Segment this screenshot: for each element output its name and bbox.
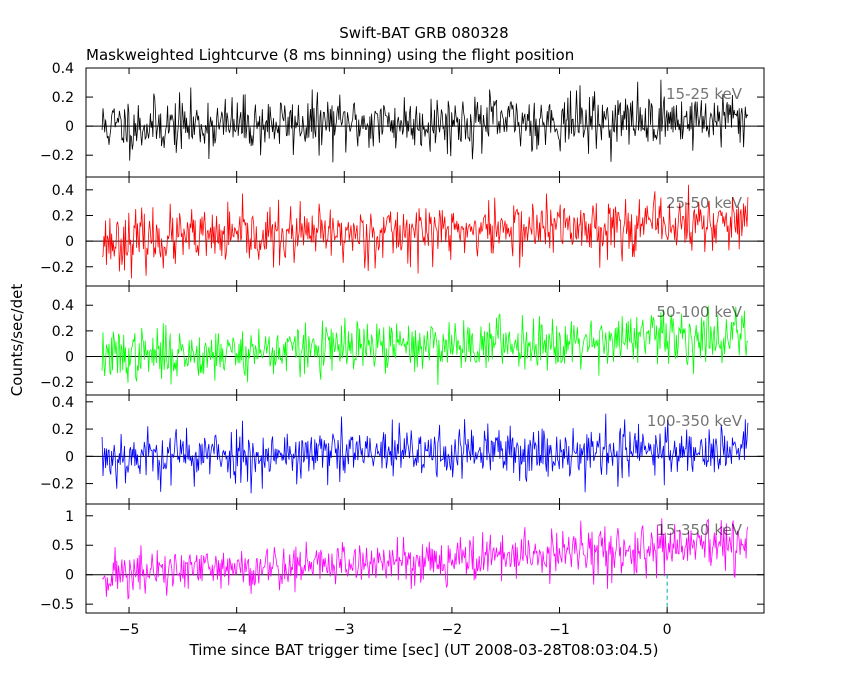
y-tick-label: 0: [65, 449, 74, 465]
series-trace-5: [101, 518, 749, 600]
y-tick-label: 0.2: [52, 422, 74, 438]
x-tick-label: −2: [442, 622, 463, 638]
y-tick-label: 0.4: [52, 183, 74, 199]
band-label: 15-25 keV: [666, 85, 743, 103]
series-trace-4: [101, 413, 749, 494]
panel-4: 100-350 keV −0.2 0 0.2 0.4: [40, 394, 765, 505]
y-tick-label: −0.2: [40, 260, 74, 276]
y-tick-label: −0.2: [40, 375, 74, 391]
y-tick-label: 0.4: [52, 298, 74, 314]
y-tick-label: 0.5: [52, 538, 74, 554]
y-tick-label: 0: [65, 350, 74, 366]
y-tick-label: −0.2: [40, 148, 74, 164]
y-tick-label: 0.4: [52, 395, 74, 411]
y-tick-label: −0.2: [40, 477, 74, 493]
y-tick-label: 0.4: [52, 61, 74, 77]
y-tick-label: 0: [65, 119, 74, 135]
y-tick-label: 0: [65, 234, 74, 250]
panel-frame: [85, 503, 765, 614]
series-trace-1: [101, 79, 749, 163]
y-tick-label: −0.5: [40, 597, 74, 613]
panel-3: 50-100 keV −0.2 0 0.2 0.4: [40, 285, 765, 396]
x-tick-label: −4: [226, 622, 247, 638]
band-label: 100-350 keV: [647, 412, 743, 430]
x-tick-label: −1: [549, 622, 570, 638]
y-tick-label: 0.2: [52, 208, 74, 224]
y-tick-label: 1: [65, 509, 74, 525]
panel-2: 25-50 keV −0.2 0 0.2 0.4: [40, 176, 765, 287]
panel-1: 15-25 keV −0.2 0 0.2 0.4: [40, 61, 765, 178]
x-tick-label: −5: [119, 622, 140, 638]
x-tick-label: −3: [334, 622, 355, 638]
series-trace-2: [101, 184, 749, 279]
x-axis-label: Time since BAT trigger time [sec] (UT 20…: [189, 641, 659, 659]
band-label: 50-100 keV: [656, 303, 742, 321]
chart-subtitle: Maskweighted Lightcurve (8 ms binning) u…: [86, 46, 574, 64]
y-tick-label: 0: [65, 568, 74, 584]
panel-5: 15-350 keV −0.5 0 0.5 1: [40, 503, 765, 614]
series-trace-3: [101, 305, 748, 386]
chart-title: Swift-BAT GRB 080328: [339, 24, 508, 42]
x-tick-label: 0: [663, 622, 672, 638]
panels-group: 15-25 keV −0.2 0 0.2 0.4 25-50 keV −0.2 0 0.2 0.4…: [40, 61, 765, 638]
y-tick-label: 0.2: [52, 324, 74, 340]
band-label: 15-350 keV: [656, 521, 742, 539]
y-tick-label: 0.2: [52, 90, 74, 106]
y-axis-label: Counts/sec/det: [8, 284, 26, 397]
band-label: 25-50 keV: [666, 194, 743, 212]
